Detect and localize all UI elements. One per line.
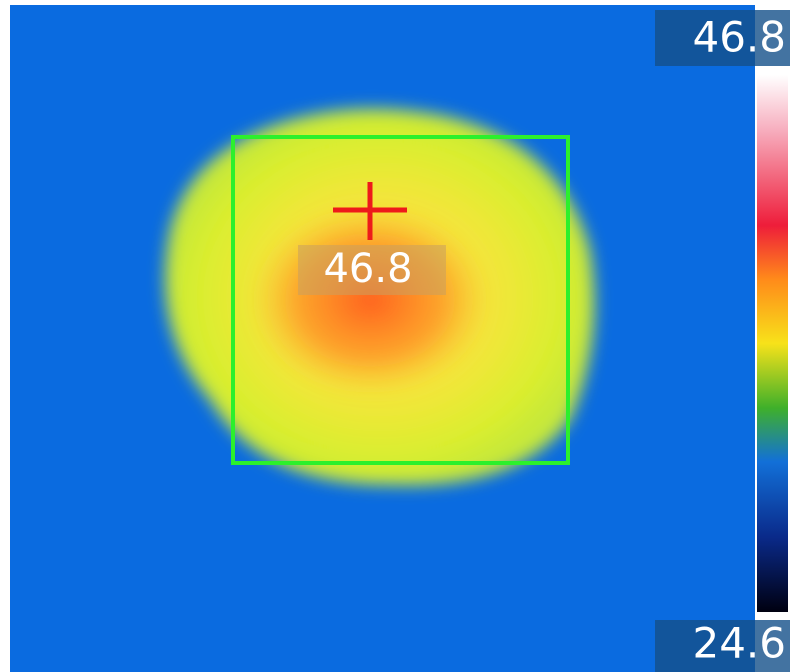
- page: 46.8 46.8 24.6 (() => { const data = JSO…: [0, 0, 790, 672]
- thermal-view: 46.8 46.8 24.6: [0, 0, 790, 672]
- color-scale: [757, 75, 788, 612]
- scale-min: 24.6: [692, 619, 786, 668]
- scale-max: 46.8: [692, 13, 786, 62]
- spot-temperature: 46.8: [323, 246, 412, 292]
